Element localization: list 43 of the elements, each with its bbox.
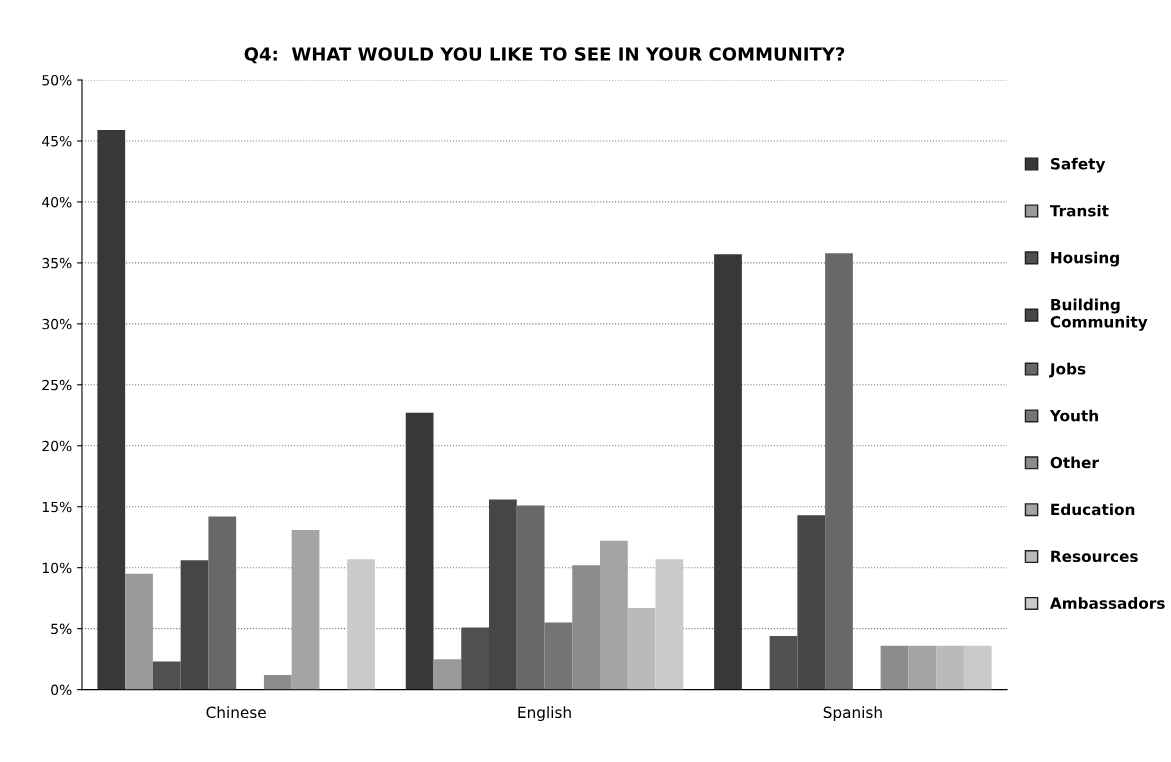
legend-label: Safety [1050,157,1106,173]
chart-title: Q4: WHAT WOULD YOU LIKE TO SEE IN YOUR COMMUNITY? [244,47,845,64]
bar [263,674,292,690]
y-tick-label: 45% [42,135,72,147]
y-tick-label: 5% [51,623,72,635]
bar [655,559,684,690]
bar [433,659,462,690]
y-tick-label: 40% [42,196,72,208]
bar [208,516,237,690]
x-tick-label: Spanish [823,706,882,722]
bar [880,645,909,690]
x-tick-label: Chinese [206,706,266,719]
legend-label: Housing [1051,251,1119,267]
legend-label: Youth [1049,409,1098,422]
bar [405,412,434,690]
bar [963,645,992,690]
bar [714,254,742,690]
bar [291,529,320,690]
bar [600,540,628,690]
legend-label: Other [1050,456,1099,469]
bar [825,253,853,690]
legend-label: Ambassadors [1049,597,1165,609]
y-tick-label: 20% [42,440,72,452]
y-tick-label: 30% [42,318,72,330]
bar [572,565,601,690]
bar [97,130,126,690]
y-tick-label: 0% [51,684,72,696]
legend-label: Transit [1049,204,1109,217]
legend-label: Education [1051,503,1135,516]
y-tick-label: 15% [42,501,72,513]
y-tick-label: 10% [42,562,72,574]
bar [125,573,153,690]
bar [627,607,656,690]
x-tick-label: English [518,706,571,722]
y-tick-label: 25% [42,379,72,391]
bar [347,559,375,690]
bar [936,645,964,690]
legend-label: Building Community [1050,298,1148,331]
y-tick-label: 35% [42,257,72,269]
y-tick-label: 50% [42,74,72,86]
bar [908,645,937,690]
legend-label: Jobs [1049,362,1086,378]
legend-label: Resources [1051,550,1138,563]
